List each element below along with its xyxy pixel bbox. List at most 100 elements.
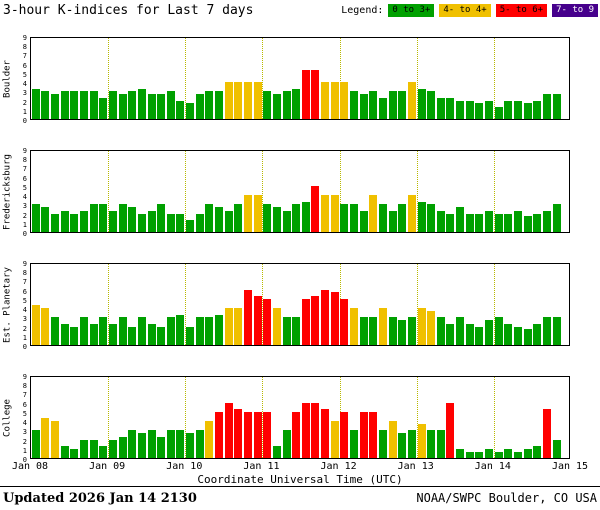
k-index-bar: [311, 185, 320, 232]
k-index-bar: [51, 213, 60, 232]
k-index-bar: [128, 207, 137, 232]
k-index-bar: [388, 421, 397, 458]
k-index-bar: [427, 204, 436, 232]
k-index-bar: [282, 317, 291, 345]
k-index-bar: [340, 298, 349, 345]
k-index-bar: [407, 430, 416, 458]
k-index-bar: [70, 448, 79, 458]
legend: Legend: 0 to 3+ 4- to 4+ 5- to 6+ 7- to 9: [341, 4, 598, 17]
day-gridline: [262, 377, 264, 458]
k-index-bar: [436, 317, 445, 345]
k-index-bar: [195, 94, 204, 119]
k-index-bar: [137, 213, 146, 232]
k-index-bar: [60, 446, 69, 458]
k-index-bar: [147, 430, 156, 458]
y-tick-label: 4: [22, 193, 27, 202]
y-tick-label: 1: [22, 107, 27, 116]
k-index-bar: [340, 82, 349, 119]
k-index-bar: [533, 100, 542, 119]
plot-area: [30, 37, 570, 120]
k-index-bar: [321, 289, 330, 345]
k-index-bar: [407, 82, 416, 119]
plot-area: [30, 150, 570, 233]
k-index-bar: [446, 323, 455, 345]
y-tick-label: 5: [22, 70, 27, 79]
y-tick-label: 3: [22, 315, 27, 324]
k-index-bar: [41, 207, 50, 232]
k-index-bar: [89, 439, 98, 458]
k-index-bar: [176, 314, 185, 345]
k-index-bar: [330, 82, 339, 119]
k-index-bar: [350, 308, 359, 345]
y-tick-label: 0: [22, 117, 27, 125]
k-index-bar: [321, 409, 330, 458]
y-tick-label: 6: [22, 400, 27, 409]
day-gridline: [108, 377, 110, 458]
k-index-bar: [388, 317, 397, 345]
y-tick-label: 5: [22, 183, 27, 192]
k-index-bar: [215, 314, 224, 345]
day-gridline: [493, 38, 495, 119]
k-index-bar: [147, 210, 156, 232]
k-index-bar: [407, 195, 416, 232]
k-index-bar: [533, 213, 542, 232]
k-index-bar: [465, 451, 474, 458]
k-index-bar: [89, 323, 98, 345]
y-tick-label: 6: [22, 174, 27, 183]
k-index-bar: [282, 91, 291, 119]
k-index-bar: [80, 91, 89, 119]
k-index-bar: [215, 91, 224, 119]
y-tick-label: 3: [22, 89, 27, 98]
x-tick-label: Jan 15: [551, 461, 589, 472]
y-tick-label: 8: [22, 269, 27, 278]
k-index-bar: [552, 317, 561, 345]
k-index-bar: [552, 94, 561, 119]
k-index-bar: [552, 204, 561, 232]
k-index-bar: [253, 82, 262, 119]
k-index-bar: [311, 296, 320, 345]
k-index-bar: [513, 100, 522, 119]
k-index-bar: [31, 430, 40, 458]
k-index-bar: [186, 326, 195, 345]
k-index-bar: [128, 326, 137, 345]
k-index-bar: [292, 411, 301, 458]
k-index-bar: [407, 317, 416, 345]
y-tick-label: 3: [22, 428, 27, 437]
k-index-bar: [176, 213, 185, 232]
k-index-bar: [475, 451, 484, 458]
day-gridline: [262, 264, 264, 345]
k-index-bar: [504, 323, 513, 345]
k-index-bar: [398, 91, 407, 119]
k-index-bar: [494, 107, 503, 119]
k-index-bar: [137, 317, 146, 345]
k-index-bar: [533, 323, 542, 345]
k-index-bar: [301, 298, 310, 345]
k-index-bar: [523, 103, 532, 119]
k-index-bar: [128, 430, 137, 458]
k-index-bar: [504, 448, 513, 458]
k-index-bar: [99, 97, 108, 119]
k-index-bar: [504, 100, 513, 119]
k-index-bar: [542, 94, 551, 119]
y-tick-label: 1: [22, 333, 27, 342]
y-tick-label: 2: [22, 437, 27, 446]
y-tick-label: 8: [22, 156, 27, 165]
day-gridline: [108, 38, 110, 119]
k-index-bar: [195, 430, 204, 458]
day-gridline: [185, 38, 187, 119]
k-index-bar: [147, 94, 156, 119]
k-index-bar: [494, 451, 503, 458]
k-index-bar: [456, 100, 465, 119]
day-gridline: [108, 264, 110, 345]
chart-title: 3-hour K-indices for Last 7 days: [3, 3, 254, 18]
x-tick-label: Jan 13: [397, 461, 434, 472]
k-index-bar: [224, 82, 233, 119]
y-tick-label: 9: [22, 147, 27, 155]
k-index-bar: [186, 220, 195, 232]
k-index-bar: [427, 430, 436, 458]
day-gridline: [416, 38, 418, 119]
updated-timestamp: Updated 2026 Jan 14 2130: [3, 491, 197, 506]
k-index-bar: [513, 326, 522, 345]
k-index-bar: [456, 448, 465, 458]
